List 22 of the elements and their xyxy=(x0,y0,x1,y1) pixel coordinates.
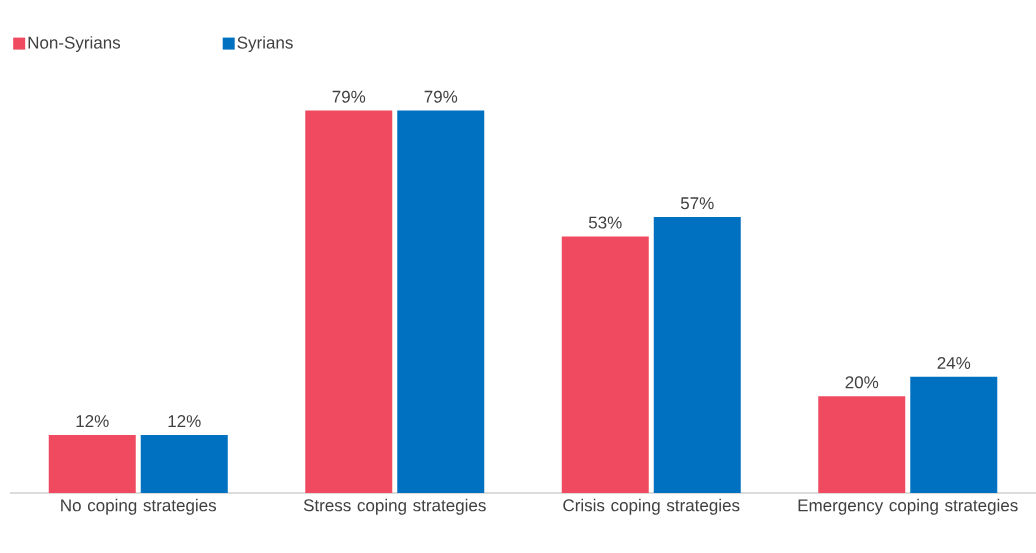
legend-label: Non-Syrians xyxy=(28,36,121,53)
bar xyxy=(653,217,741,493)
x-tick-label: Crisis coping strategies xyxy=(563,498,740,515)
bar xyxy=(305,110,393,493)
data-label: 79% xyxy=(424,90,458,103)
data-label: 12% xyxy=(76,415,109,428)
x-tick-label: Emergency coping strategies xyxy=(798,498,1018,515)
data-label: 12% xyxy=(168,415,201,428)
bar xyxy=(140,434,228,493)
data-label: 57% xyxy=(680,197,714,210)
data-label: 20% xyxy=(845,376,879,389)
bar xyxy=(397,110,485,493)
data-label: 24% xyxy=(937,356,971,369)
bar xyxy=(910,376,998,493)
data-label: 53% xyxy=(588,216,622,229)
legend-label: Syrians xyxy=(237,36,293,53)
bar xyxy=(48,434,136,493)
x-tick-label: No coping strategies xyxy=(61,498,217,515)
bar xyxy=(561,236,649,493)
data-label: 79% xyxy=(332,90,366,103)
bar xyxy=(818,396,906,493)
x-tick-label: Stress coping strategies xyxy=(303,498,486,515)
